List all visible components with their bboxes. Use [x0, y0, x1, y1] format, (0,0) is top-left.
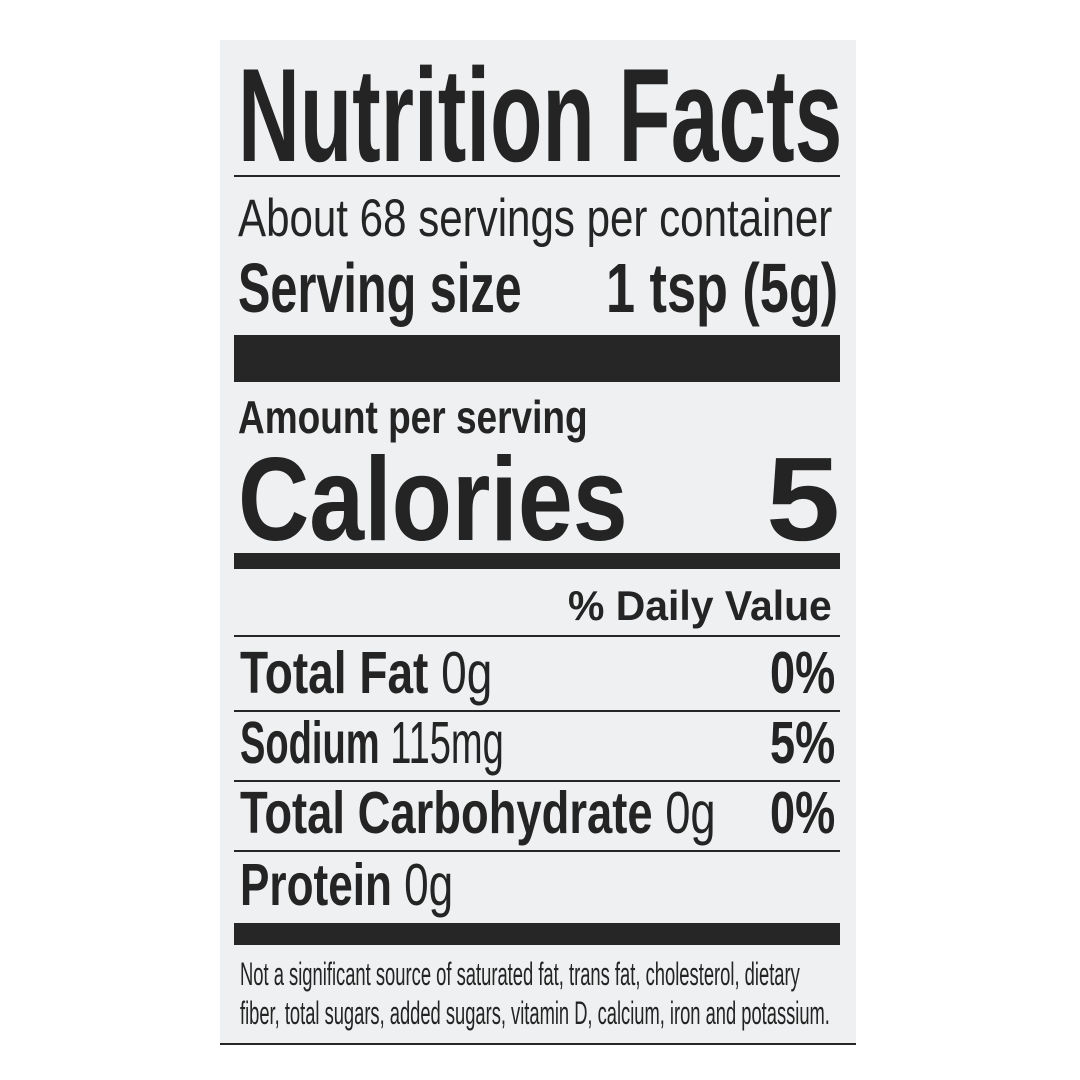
medium-divider: [234, 553, 840, 569]
bottom-border: [220, 1043, 856, 1045]
thin-divider: [234, 850, 840, 852]
label-title: Nutrition Facts: [238, 42, 843, 190]
nutrient-row-total-fat: Total Fat 0g: [240, 644, 492, 703]
serving-size-label: Serving size: [238, 249, 522, 327]
nutrient-amount: 115mg: [379, 710, 504, 776]
serving-size-value: 1 tsp (5g): [606, 249, 839, 327]
nutrient-name: Protein: [240, 852, 392, 918]
nutrient-dv: 0%: [770, 780, 836, 846]
nutrient-name: Total Carbohydrate: [240, 780, 653, 846]
nutrient-dv: 0%: [770, 640, 836, 706]
calories-value: 5: [766, 433, 841, 566]
nutrient-row-total-carbohydrate: Total Carbohydrate 0g: [240, 784, 716, 843]
nutrient-amount: 0g: [428, 640, 493, 706]
footnote-line-2: fiber, total sugars, added sugars, vitam…: [240, 995, 830, 1031]
thick-divider: [234, 923, 840, 945]
nutrient-row-protein: Protein 0g: [240, 856, 453, 915]
daily-value-header: % Daily Value: [568, 582, 832, 629]
nutrient-name: Sodium: [240, 710, 380, 776]
amount-per-serving: Amount per serving: [238, 391, 588, 443]
thick-divider: [234, 335, 840, 382]
thin-divider: [234, 175, 840, 177]
nutrient-amount: 0g: [652, 780, 716, 846]
thin-divider: [234, 635, 840, 637]
nutrition-label-panel: [220, 40, 856, 1044]
nutrient-name: Total Fat: [240, 640, 429, 706]
thin-divider: [234, 710, 840, 712]
servings-per-container: About 68 servings per container: [238, 189, 833, 248]
nutrient-row-sodium: Sodium 115mg: [240, 714, 504, 773]
footnote-line-1: Not a significant source of saturated fa…: [240, 956, 800, 992]
nutrient-dv: 5%: [770, 710, 836, 776]
thin-divider: [234, 780, 840, 782]
nutrient-amount: 0g: [391, 852, 454, 918]
calories-label: Calories: [238, 433, 628, 566]
